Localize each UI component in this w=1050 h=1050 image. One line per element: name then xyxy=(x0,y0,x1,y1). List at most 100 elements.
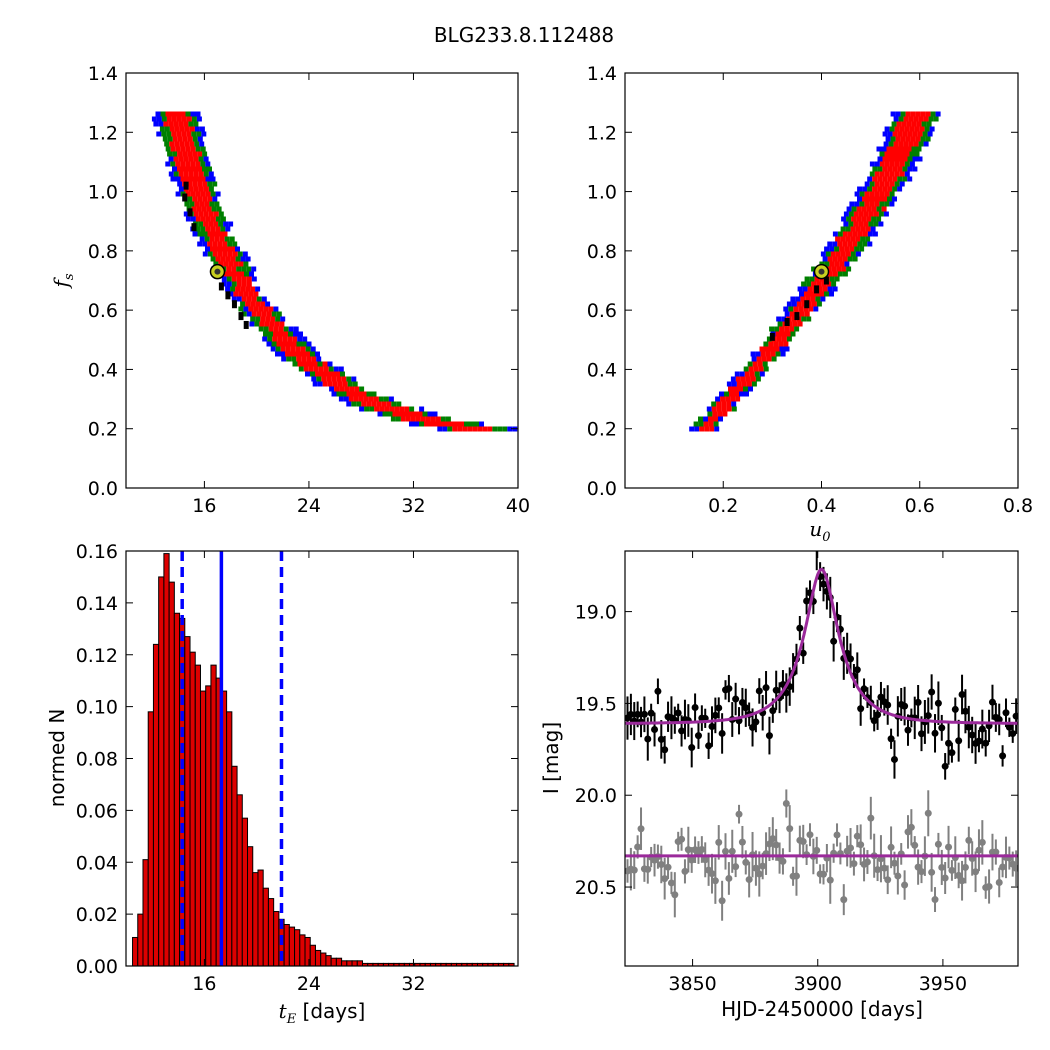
contour-cell xyxy=(916,121,922,127)
contour-cell xyxy=(832,231,838,237)
contour-cell xyxy=(900,136,906,142)
residual-point xyxy=(684,846,692,854)
contour-cell xyxy=(369,406,375,412)
contour-cell xyxy=(200,146,206,152)
contour-cell xyxy=(744,391,749,397)
contour-cell xyxy=(877,196,882,202)
contour-cell xyxy=(467,426,473,432)
contour-cell xyxy=(374,406,380,412)
contour-cell xyxy=(183,156,189,162)
contour-cell xyxy=(271,311,277,317)
contour-cell xyxy=(874,181,880,187)
contour-cell xyxy=(312,361,318,367)
contour-cell xyxy=(725,396,731,402)
contour-cell xyxy=(169,126,175,132)
contour-cell xyxy=(364,406,370,412)
contour-cell xyxy=(162,136,168,142)
histogram-bar xyxy=(252,872,259,967)
contour-cell xyxy=(179,141,185,147)
contour-cell xyxy=(200,216,206,222)
contour-cell xyxy=(904,151,910,157)
contour-cell xyxy=(239,271,244,277)
sample-point xyxy=(769,332,775,341)
data-point xyxy=(688,744,696,752)
residual-point xyxy=(738,838,746,846)
contour-cell xyxy=(879,161,885,167)
contour-cell xyxy=(300,351,305,357)
data-point xyxy=(715,704,723,712)
residual-point xyxy=(958,877,966,885)
contour-cell xyxy=(759,346,765,352)
contour-cell xyxy=(192,166,197,172)
contour-cell xyxy=(897,176,903,182)
contour-cell xyxy=(873,221,879,227)
contour-cell xyxy=(726,401,732,407)
y-tick-label: 1.4 xyxy=(88,63,118,85)
contour-cell xyxy=(912,166,918,172)
data-point xyxy=(742,704,750,712)
data-point xyxy=(738,698,746,706)
contour-cell xyxy=(914,126,920,132)
contour-cell xyxy=(190,111,196,117)
contour-cell xyxy=(229,271,234,277)
contour-cell xyxy=(336,376,342,382)
contour-cell xyxy=(171,131,177,137)
contour-cell xyxy=(195,161,201,167)
contour-cell xyxy=(203,211,209,217)
contour-cell xyxy=(228,291,234,297)
contour-cell xyxy=(329,386,335,392)
contour-cell xyxy=(457,426,463,432)
contour-cell xyxy=(407,411,413,417)
x-axis-label-main: u xyxy=(809,517,822,541)
contour-cell xyxy=(913,141,919,147)
contour-cell xyxy=(422,411,428,417)
contour-cell xyxy=(885,136,891,142)
y-tick-label: 19.5 xyxy=(575,693,617,715)
contour-cell xyxy=(718,416,723,422)
contour-cell xyxy=(819,291,824,297)
contour-cell xyxy=(800,296,806,302)
y-tick-label: 1.2 xyxy=(88,122,118,144)
residual-point xyxy=(840,896,848,904)
contour-cell xyxy=(712,411,718,417)
contour-cell xyxy=(244,271,249,277)
contour-cell xyxy=(224,236,230,242)
contour-cell xyxy=(395,416,401,422)
contour-cell xyxy=(835,236,841,242)
contour-cell xyxy=(832,256,838,262)
contour-cell xyxy=(195,226,201,232)
contour-cell xyxy=(330,371,335,377)
contour-cell xyxy=(160,111,166,117)
contour-cell xyxy=(852,241,858,247)
residual-point xyxy=(806,831,814,839)
contour-cell xyxy=(302,336,308,342)
contour-cell xyxy=(827,286,833,292)
contour-cell xyxy=(240,301,246,307)
contour-cell xyxy=(824,246,830,252)
contour-cell xyxy=(322,381,328,387)
contour-cell xyxy=(892,156,898,162)
y-tick-label: 1.0 xyxy=(88,182,118,204)
contour-cell xyxy=(227,241,233,247)
x-tick-label: 0.6 xyxy=(905,495,935,517)
sample-point xyxy=(191,223,197,232)
contour-cell xyxy=(296,341,302,347)
contour-cell xyxy=(793,306,799,312)
contour-cell xyxy=(887,196,892,202)
sample-point xyxy=(238,312,244,321)
contour-cell xyxy=(747,361,753,367)
contour-cell xyxy=(291,341,297,347)
contour-cell xyxy=(202,196,208,202)
contour-cell xyxy=(177,166,182,172)
contour-cell xyxy=(844,261,850,267)
contour-cell xyxy=(741,381,747,387)
contour-cell xyxy=(193,171,199,177)
contour-cell xyxy=(196,206,202,212)
contour-cell xyxy=(198,171,204,177)
contour-cell xyxy=(246,276,252,282)
contour-cell xyxy=(903,116,909,122)
contour-cell xyxy=(404,406,410,412)
contour-cell xyxy=(156,131,162,137)
contour-cell xyxy=(292,361,298,367)
y-tick-label: 0.10 xyxy=(76,697,118,719)
